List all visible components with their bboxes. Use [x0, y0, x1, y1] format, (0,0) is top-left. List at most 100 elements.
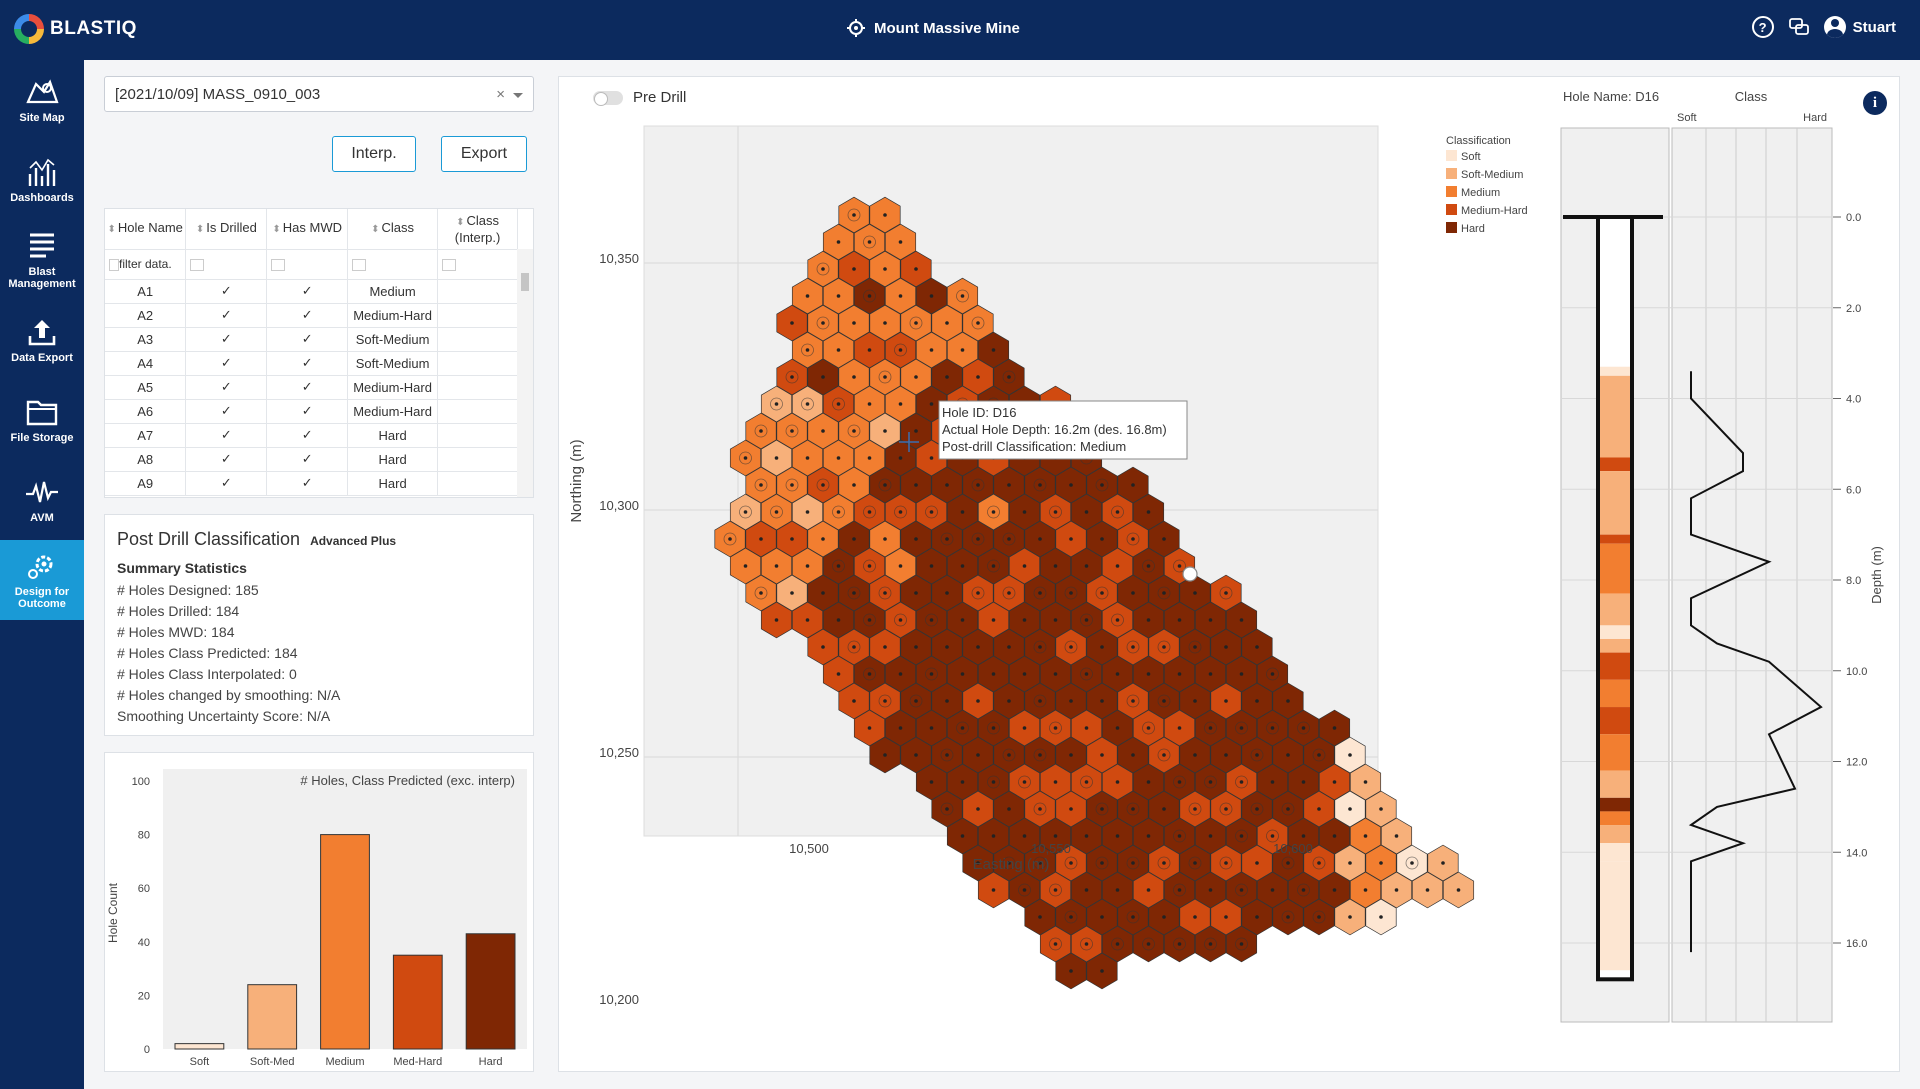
hole-marker[interactable]	[1317, 861, 1321, 865]
hole-marker[interactable]	[1255, 753, 1259, 757]
hole-marker[interactable]	[945, 753, 949, 757]
hole-marker[interactable]	[1379, 807, 1383, 811]
hole-marker[interactable]	[991, 348, 996, 352]
hole-marker[interactable]	[1022, 888, 1027, 892]
hole-marker[interactable]	[1146, 942, 1151, 946]
hole-marker[interactable]	[867, 456, 872, 460]
hole-marker[interactable]	[991, 780, 996, 784]
hole-marker[interactable]	[805, 456, 810, 460]
hole-marker[interactable]	[1053, 564, 1058, 568]
hole-marker[interactable]	[1146, 726, 1151, 730]
clear-icon[interactable]: ×	[496, 86, 505, 103]
nav-file-storage[interactable]: File Storage	[0, 380, 84, 460]
hole-marker[interactable]	[790, 321, 794, 325]
hole-marker[interactable]	[1177, 780, 1182, 784]
hole-marker[interactable]	[991, 510, 996, 514]
hole-marker[interactable]	[1255, 915, 1259, 919]
hole-marker[interactable]	[1193, 915, 1197, 919]
hole-marker[interactable]	[1038, 861, 1042, 865]
hole-marker[interactable]	[1131, 807, 1135, 811]
hole-marker[interactable]	[821, 645, 825, 649]
hole-marker[interactable]	[1177, 888, 1182, 892]
site-selector[interactable]: Mount Massive Mine	[846, 18, 1020, 38]
hole-marker[interactable]	[883, 591, 887, 595]
hole-marker[interactable]	[1239, 618, 1244, 622]
hole-marker[interactable]	[790, 537, 794, 541]
hole-marker[interactable]	[1146, 618, 1151, 622]
hole-marker[interactable]	[805, 564, 810, 568]
hole-marker[interactable]	[945, 483, 949, 487]
hole-marker[interactable]	[790, 429, 794, 433]
hole-marker[interactable]	[1239, 726, 1244, 730]
hole-marker[interactable]	[1038, 591, 1042, 595]
hole-marker[interactable]	[1100, 483, 1104, 487]
hole-marker[interactable]	[1301, 780, 1306, 784]
legend-item[interactable]: Medium-Hard	[1461, 205, 1528, 217]
table-row[interactable]: A2 ✓ ✓ Medium-Hard	[105, 303, 518, 328]
hole-marker[interactable]	[1069, 861, 1073, 865]
blast-select[interactable]: [2021/10/09] MASS_0910_003 ×	[104, 76, 534, 112]
hole-marker[interactable]	[1115, 618, 1120, 622]
hole-marker[interactable]	[1162, 807, 1166, 811]
hole-marker[interactable]	[743, 564, 748, 568]
hole-marker[interactable]	[821, 321, 825, 325]
hole-marker[interactable]	[867, 348, 872, 352]
hole-marker[interactable]	[821, 375, 825, 379]
hole-marker[interactable]	[1208, 618, 1213, 622]
hole-marker[interactable]	[805, 294, 810, 298]
table-row[interactable]: A1 ✓ ✓ Medium	[105, 279, 518, 304]
hole-marker[interactable]	[852, 645, 856, 649]
hole-marker[interactable]	[1115, 510, 1120, 514]
hole-marker[interactable]	[867, 618, 872, 622]
hole-marker[interactable]	[1038, 699, 1042, 703]
hole-marker[interactable]	[1394, 834, 1399, 838]
hole-marker[interactable]	[1193, 861, 1197, 865]
hole-marker[interactable]	[1193, 645, 1197, 649]
hole-marker[interactable]	[1208, 726, 1213, 730]
hole-marker[interactable]	[1224, 699, 1228, 703]
nav-design-for-outcome[interactable]: Design for Outcome	[0, 540, 84, 620]
hole-marker[interactable]	[960, 780, 965, 784]
hole-marker[interactable]	[852, 321, 856, 325]
hole-marker[interactable]	[774, 510, 779, 514]
hole-marker[interactable]	[929, 780, 934, 784]
hole-marker[interactable]	[1115, 726, 1120, 730]
hole-marker[interactable]	[774, 564, 779, 568]
hole-marker[interactable]	[883, 429, 887, 433]
blastiq-logo[interactable]: BLASTIQ	[14, 14, 137, 44]
hole-marker[interactable]	[883, 537, 887, 541]
hole-marker[interactable]	[929, 510, 934, 514]
hole-marker[interactable]	[1100, 807, 1104, 811]
hole-marker[interactable]	[898, 348, 903, 352]
hole-marker[interactable]	[1131, 915, 1135, 919]
hole-marker[interactable]	[743, 456, 748, 460]
hole-marker[interactable]	[1069, 969, 1073, 973]
hole-marker[interactable]	[1007, 699, 1011, 703]
hole-marker[interactable]	[1270, 672, 1275, 676]
hole-marker[interactable]	[1239, 888, 1244, 892]
hole-marker[interactable]	[991, 834, 996, 838]
hole-marker[interactable]	[945, 807, 949, 811]
hole-marker[interactable]	[1286, 861, 1290, 865]
hole-marker[interactable]	[852, 375, 856, 379]
hole-marker[interactable]	[759, 483, 763, 487]
hole-marker[interactable]	[1131, 753, 1135, 757]
hole-marker[interactable]	[929, 726, 934, 730]
hole-marker[interactable]	[1441, 861, 1445, 865]
hole-marker[interactable]	[898, 294, 903, 298]
hole-marker[interactable]	[1177, 564, 1182, 568]
table-row[interactable]: A7 ✓ ✓ Hard	[105, 423, 518, 448]
column-header-is-drilled[interactable]: ⬍ Is Drilled	[185, 209, 268, 250]
hole-marker[interactable]	[898, 564, 903, 568]
filter-checkbox[interactable]	[266, 249, 349, 280]
hole-marker[interactable]	[976, 753, 980, 757]
hole-marker[interactable]	[1084, 510, 1089, 514]
hole-marker[interactable]	[1069, 537, 1073, 541]
hole-marker[interactable]	[821, 537, 825, 541]
hole-marker[interactable]	[914, 375, 918, 379]
hole-marker[interactable]	[1239, 672, 1244, 676]
chevron-down-icon[interactable]	[513, 93, 523, 98]
hole-marker[interactable]	[1038, 537, 1042, 541]
hole-marker[interactable]	[1332, 780, 1337, 784]
hole-marker[interactable]	[1069, 699, 1073, 703]
